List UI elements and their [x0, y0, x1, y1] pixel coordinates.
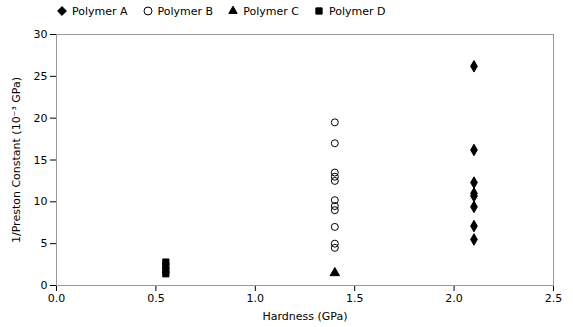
svg-text:0.5: 0.5: [147, 292, 165, 305]
html-text:Polymer D: Polymer D: [328, 4, 386, 18]
svg-text:0: 0: [41, 279, 48, 292]
html-text:Polymer C: Polymer C: [243, 4, 299, 18]
svg-text:20: 20: [34, 112, 48, 125]
svg-text:30: 30: [34, 28, 48, 41]
svg-text:2.0: 2.0: [445, 292, 463, 305]
svg-text:2.5: 2.5: [545, 292, 563, 305]
svg-text:1.5: 1.5: [346, 292, 364, 305]
svg-text:15: 15: [34, 154, 48, 167]
svg-text:5: 5: [41, 237, 48, 250]
html-text:Polymer B: Polymer B: [157, 4, 214, 18]
html-text:Polymer A: Polymer A: [72, 4, 128, 18]
svg-text:10: 10: [34, 195, 48, 208]
svg-text:25: 25: [34, 70, 48, 83]
svg-text:0.0: 0.0: [48, 292, 66, 305]
svg-text:1.0: 1.0: [247, 292, 264, 305]
svg-text:1/Preston Constant (10⁻³ GPa): 1/Preston Constant (10⁻³ GPa): [10, 77, 23, 243]
svg-text:Hardness (GPa): Hardness (GPa): [262, 310, 347, 323]
